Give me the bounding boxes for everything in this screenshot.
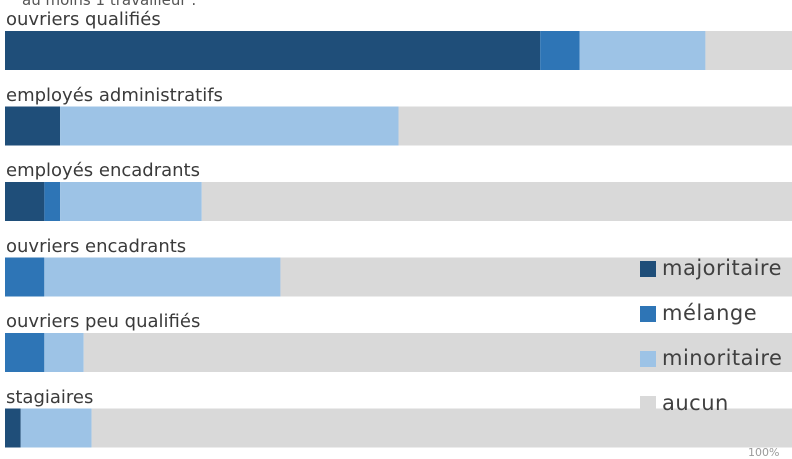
x-axis-end-tick: 100% [748,446,779,459]
legend-label-aucun: aucun [662,391,729,415]
bar-segment [44,333,83,372]
category-label: ouvriers qualifiés [6,11,161,29]
bar-segment [5,182,44,221]
bar-segment [5,409,21,448]
bar-segment [5,31,540,70]
legend-swatch-minoritaire [640,351,656,367]
bar-segment [44,258,280,297]
bar-segment [5,258,44,297]
bar-segment [580,31,706,70]
bar-segment [21,409,92,448]
legend-label-melange: mélange [662,301,757,325]
bar-segment [60,182,202,221]
bar-segment [202,182,792,221]
legend-label-majoritaire: majoritaire [662,256,782,280]
category-label: stagiaires [6,389,93,407]
bar-segment [705,31,792,70]
bar-segment [5,107,60,146]
category-label: ouvriers peu qualifiés [6,313,200,331]
legend-swatch-melange [640,306,656,322]
bar-segment [540,31,579,70]
category-label: employés encadrants [6,162,200,180]
bar-segment [44,182,60,221]
legend-label-minoritaire: minoritaire [662,346,782,370]
bar-segment [60,107,398,146]
legend-swatch-aucun [640,396,656,412]
category-label: employés administratifs [6,87,223,105]
bar-segment [5,333,44,372]
legend-swatch-majoritaire [640,261,656,277]
bar-segment [399,107,792,146]
category-label: ouvriers encadrants [6,238,186,256]
